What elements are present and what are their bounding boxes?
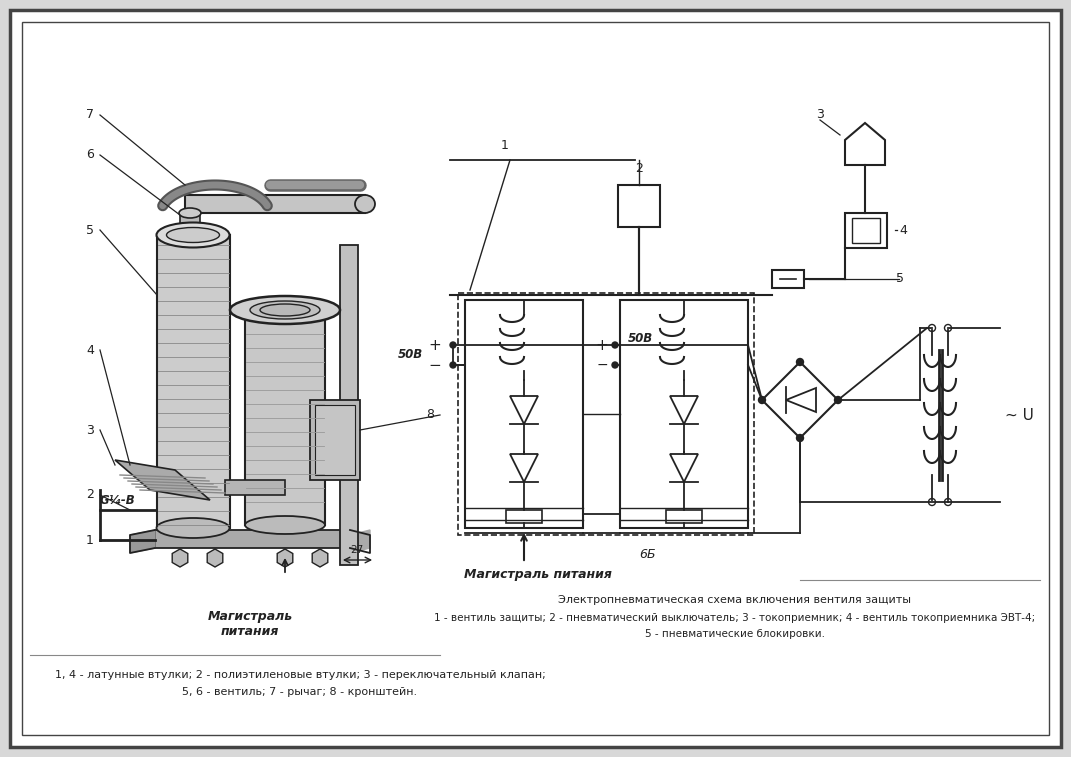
Text: 6: 6 [86,148,94,161]
Text: 1: 1 [501,139,509,152]
Text: 1, 4 - латунные втулки; 2 - полиэтиленовые втулки; 3 - переключательный клапан;: 1, 4 - латунные втулки; 2 - полиэтиленов… [55,670,545,680]
Text: 5, 6 - вентиль; 7 - рычаг; 8 - кронштейн.: 5, 6 - вентиль; 7 - рычаг; 8 - кронштейн… [182,687,418,697]
Circle shape [929,325,935,332]
Circle shape [797,435,803,441]
Text: Магистраль
питания: Магистраль питания [208,610,292,638]
FancyBboxPatch shape [340,245,358,565]
Text: 2: 2 [86,488,94,501]
Polygon shape [115,460,210,500]
Circle shape [612,362,618,368]
Text: 5: 5 [86,223,94,236]
FancyBboxPatch shape [315,405,355,475]
Ellipse shape [260,304,310,316]
FancyBboxPatch shape [155,530,350,548]
Ellipse shape [179,208,201,218]
Text: −: − [428,357,441,372]
Ellipse shape [250,301,320,319]
Text: G¹⁄₄-B: G¹⁄₄-B [100,494,135,506]
Text: 2: 2 [635,162,643,175]
Text: 3: 3 [816,108,824,122]
Text: 4: 4 [899,223,907,236]
Polygon shape [350,530,369,553]
Text: 5 - пневматические блокировки.: 5 - пневматические блокировки. [645,629,825,639]
Text: Электропневматическая схема включения вентиля защиты: Электропневматическая схема включения ве… [558,595,911,605]
Text: 8: 8 [426,409,434,422]
Circle shape [797,359,803,366]
FancyBboxPatch shape [310,400,360,480]
FancyBboxPatch shape [185,195,365,213]
Ellipse shape [230,296,340,324]
Text: −: − [597,358,608,372]
FancyBboxPatch shape [180,215,200,245]
Text: 1: 1 [86,534,94,547]
FancyBboxPatch shape [225,480,285,495]
Text: 1 - вентиль защиты; 2 - пневматический выключатель; 3 - токоприемник; 4 - вентил: 1 - вентиль защиты; 2 - пневматический в… [435,613,1036,623]
Text: Магистраль питания: Магистраль питания [464,568,612,581]
Text: ~ U: ~ U [1005,407,1034,422]
Circle shape [929,499,935,506]
Text: 6Б: 6Б [639,548,657,561]
Ellipse shape [156,223,229,248]
Circle shape [612,342,618,348]
FancyBboxPatch shape [245,310,325,525]
Text: 7: 7 [86,108,94,122]
Text: 50В: 50В [397,348,423,362]
Polygon shape [130,530,155,553]
Text: +: + [428,338,441,353]
Circle shape [450,342,456,348]
Circle shape [834,397,842,403]
Circle shape [450,362,456,368]
Text: 50В: 50В [628,332,653,344]
Text: 4: 4 [86,344,94,357]
Text: 5: 5 [896,273,904,285]
Text: +: + [595,338,608,353]
Ellipse shape [156,518,229,538]
Circle shape [945,325,951,332]
Text: 27: 27 [350,545,364,555]
Text: 3: 3 [86,423,94,437]
Circle shape [945,499,951,506]
Ellipse shape [355,195,375,213]
FancyBboxPatch shape [10,10,1061,747]
Ellipse shape [245,516,325,534]
Ellipse shape [166,228,220,242]
FancyBboxPatch shape [157,235,230,528]
Circle shape [758,397,766,403]
